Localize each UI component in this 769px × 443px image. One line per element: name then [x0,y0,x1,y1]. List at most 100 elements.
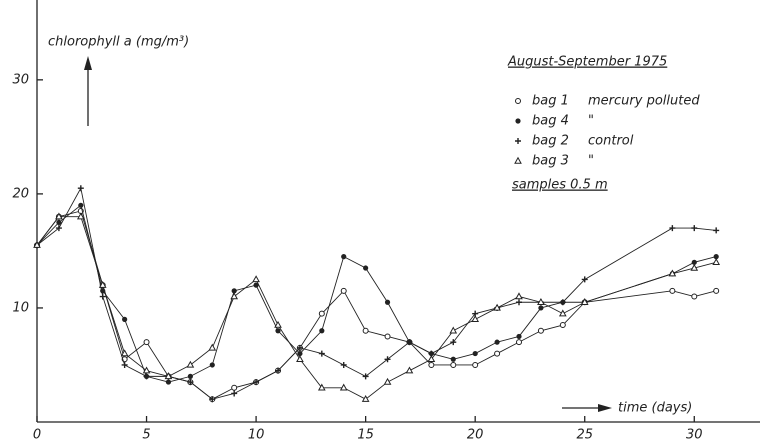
point [362,373,369,380]
point [78,202,84,208]
point [143,373,150,380]
y-axis-label: chlorophyll a (mg/m³) [48,35,189,50]
point [428,361,435,368]
point [493,303,501,311]
point [165,379,172,385]
point [515,292,523,300]
point [450,361,457,368]
point [516,333,522,340]
point [384,333,391,340]
point [559,299,566,306]
legend-label: bag 2 [532,134,569,149]
point [99,293,106,300]
y-tick-label: 30 [12,72,29,87]
point [580,298,589,305]
x-tick-label: 10 [248,428,265,443]
point [494,350,501,357]
series-line [36,216,717,400]
point [77,185,84,192]
point [319,328,325,334]
x-arrow-head [598,404,612,412]
point [362,327,369,334]
point [384,356,391,363]
point [558,309,567,317]
x-axis-label: time (days) [618,401,692,416]
point [405,366,414,374]
point [230,292,239,300]
point [296,355,304,362]
point [55,212,63,220]
point [209,362,215,368]
legend-label: bag 3 [532,154,569,169]
point [187,379,194,386]
legend-description: mercury polluted [588,94,700,109]
legend-description: " [588,114,594,129]
legend-marker [514,156,522,164]
point [516,299,522,306]
point [340,287,347,294]
point [384,299,391,305]
point [275,367,281,374]
legend-description: " [588,154,594,169]
point [494,339,500,345]
point [56,219,62,226]
point [472,361,479,368]
legend-note: samples 0.5 m [512,178,608,193]
point [668,269,677,277]
legend-title: August-September 1975 [507,55,667,70]
series-line [36,210,717,400]
point [142,366,151,374]
point [361,394,370,402]
point [318,350,325,357]
point [406,339,413,346]
point [713,287,720,294]
point [581,276,588,283]
point [253,379,260,386]
point [143,339,150,346]
point [691,259,697,265]
legend-label: bag 1 [532,94,569,109]
point [450,339,457,346]
point [76,212,85,220]
y-tick-label: 20 [12,186,29,201]
series-line [36,204,717,383]
point [274,320,282,328]
point [341,254,347,260]
point [209,396,216,403]
point [253,282,259,288]
point [318,310,325,317]
point [122,316,128,322]
point [296,344,303,351]
point [669,225,676,232]
point [208,343,217,351]
x-tick-label: 0 [33,428,41,443]
point [231,288,237,294]
point [252,275,260,283]
point [186,360,195,368]
point [187,373,193,379]
point [537,298,545,305]
point [516,339,522,346]
point [691,293,698,300]
point [713,254,719,260]
point [231,390,238,397]
point [712,258,721,266]
x-tick-label: 15 [357,428,374,443]
legend-description: control [588,134,634,149]
x-tick-label: 25 [576,428,593,443]
legend-marker [515,118,521,124]
point [450,356,456,362]
point [690,263,699,271]
point [297,350,303,357]
point [472,350,478,357]
point [559,322,566,329]
point [275,328,281,334]
point [449,326,458,334]
point [427,355,436,362]
legend-marker [515,98,521,104]
point [383,377,392,385]
point [691,225,698,232]
point [120,349,129,357]
point [55,225,62,232]
